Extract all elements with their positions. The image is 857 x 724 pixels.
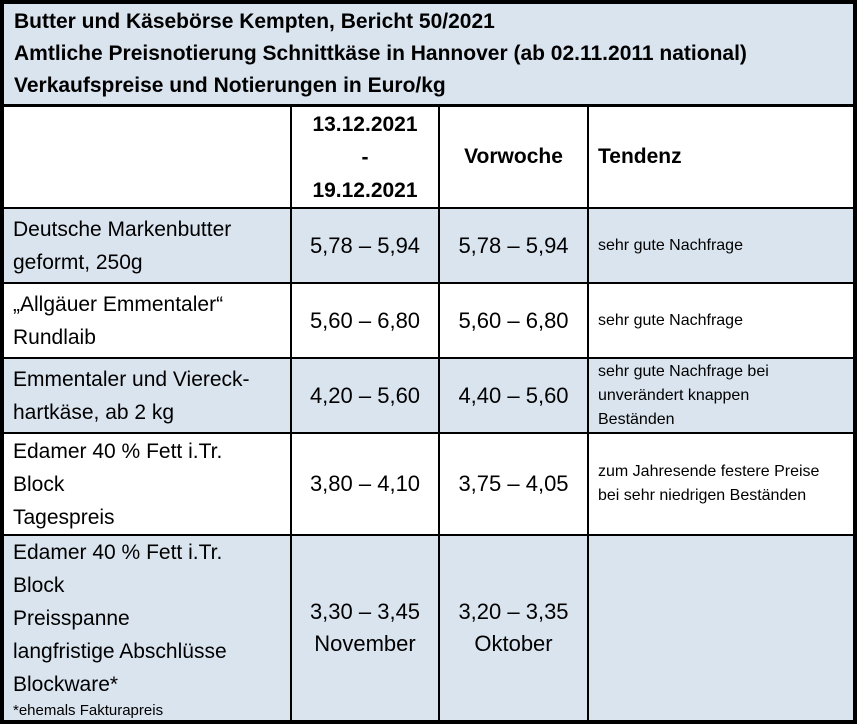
column-header-vorwoche: Vorwoche bbox=[440, 107, 589, 209]
product-name: „Allgäuer Emmentaler“ Rundlaib bbox=[13, 292, 224, 349]
product-name: Emmentaler und Viereck- hartkäse, ab 2 k… bbox=[13, 367, 250, 424]
price-cell: 3,80 – 4,10 bbox=[292, 434, 440, 536]
price-cell: 5,78 – 5,94 bbox=[292, 209, 440, 284]
product-name: Deutsche Markenbutter geformt, 250g bbox=[13, 217, 232, 274]
previous-price-cell: 3,20 – 3,35 Oktober bbox=[440, 536, 589, 720]
trend-cell: sehr gute Nachfrage bei unverändert knap… bbox=[589, 359, 853, 434]
price-cell: 5,60 – 6,80 bbox=[292, 284, 440, 359]
report-title-line-2: Amtliche Preisnotierung Schnittkäse in H… bbox=[14, 42, 747, 65]
price-table: 13.12.2021 - 19.12.2021 Vorwoche Tendenz… bbox=[4, 107, 853, 720]
column-header-period: 13.12.2021 - 19.12.2021 bbox=[292, 107, 440, 209]
product-cell: Edamer 40 % Fett i.Tr. Block Preisspanne… bbox=[4, 536, 292, 720]
trend-cell: sehr gute Nachfrage bbox=[589, 209, 853, 284]
price-cell: 3,30 – 3,45 November bbox=[292, 536, 440, 720]
product-cell: Deutsche Markenbutter geformt, 250g bbox=[4, 209, 292, 284]
product-cell: Edamer 40 % Fett i.Tr. Block Tagespreis bbox=[4, 434, 292, 536]
report-header: Butter und Käsebörse Kempten, Bericht 50… bbox=[4, 4, 853, 107]
previous-price-cell: 5,78 – 5,94 bbox=[440, 209, 589, 284]
product-name: Edamer 40 % Fett i.Tr. Block Tagespreis bbox=[13, 439, 223, 529]
product-name: Edamer 40 % Fett i.Tr. Block Preisspanne… bbox=[13, 541, 227, 696]
previous-price-cell: 4,40 – 5,60 bbox=[440, 359, 589, 434]
column-header-tendenz: Tendenz bbox=[589, 107, 853, 209]
trend-cell: sehr gute Nachfrage bbox=[589, 284, 853, 359]
previous-price-cell: 5,60 – 6,80 bbox=[440, 284, 589, 359]
report-title-line-3: Verkaufspreise und Notierungen in Euro/k… bbox=[14, 74, 446, 97]
trend-cell: zum Jahresende festere Preise bei sehr n… bbox=[589, 434, 853, 536]
product-footnote: *ehemals Fakturapreis bbox=[13, 702, 164, 719]
price-cell: 4,20 – 5,60 bbox=[292, 359, 440, 434]
column-header-product bbox=[4, 107, 292, 209]
product-cell: „Allgäuer Emmentaler“ Rundlaib bbox=[4, 284, 292, 359]
trend-cell bbox=[589, 536, 853, 720]
previous-price-cell: 3,75 – 4,05 bbox=[440, 434, 589, 536]
product-cell: Emmentaler und Viereck- hartkäse, ab 2 k… bbox=[4, 359, 292, 434]
report-title-line-1: Butter und Käsebörse Kempten, Bericht 50… bbox=[14, 10, 495, 33]
